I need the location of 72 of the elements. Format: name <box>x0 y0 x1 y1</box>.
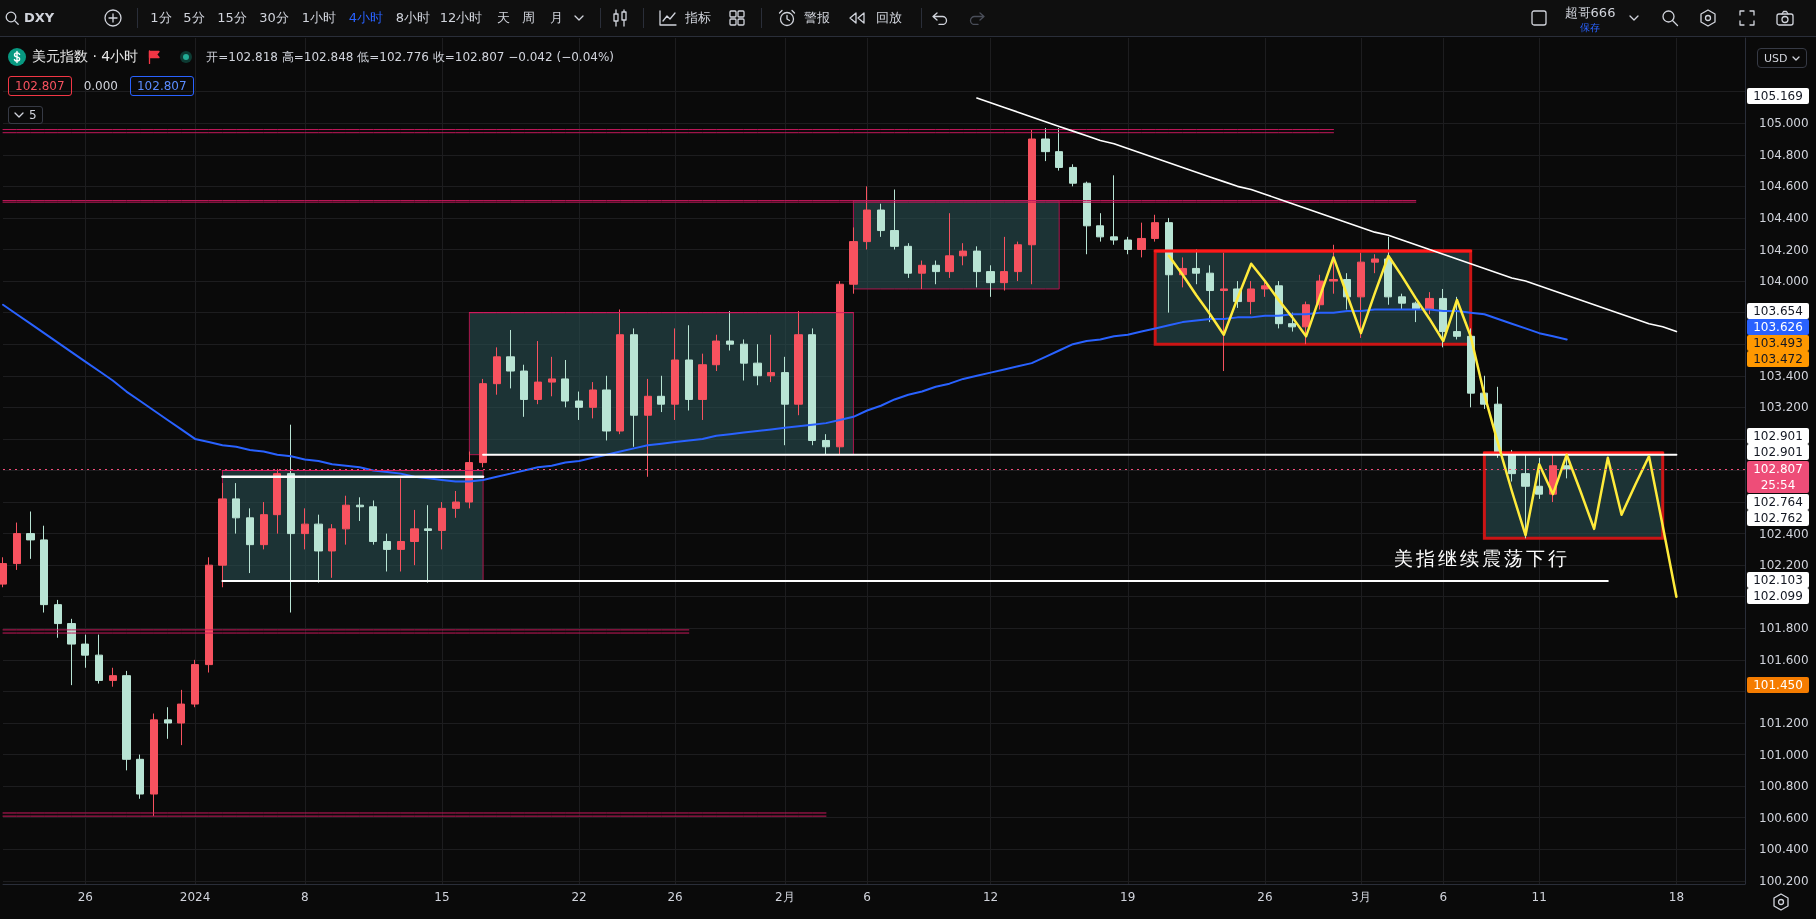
text: 102.099 <box>1747 588 1809 604</box>
x-tick-label: 12 <box>982 890 999 904</box>
x-tick-label: 3月 <box>1351 890 1371 904</box>
y-tick-label: 102.200 <box>1759 558 1809 573</box>
text: 4小时 <box>348 10 384 26</box>
x-tick-label: 18 <box>1668 890 1685 904</box>
y-tick-label: 104.800 <box>1759 147 1809 162</box>
annotation: 102.807 <box>129 76 194 96</box>
text: 12小时 <box>439 10 483 26</box>
x-tick-label: 22 <box>571 890 587 904</box>
y-tick-label: 100.200 <box>1759 873 1809 888</box>
x-tick-label: 26 <box>77 890 93 904</box>
text: 1小时 <box>301 10 337 26</box>
x-tick-label: 26 <box>667 890 683 904</box>
y-tick-label: 100.600 <box>1759 810 1809 825</box>
y-tick-label: 101.600 <box>1759 652 1809 667</box>
text: USD <box>1764 51 1788 65</box>
text: 102.764 <box>1747 494 1809 510</box>
y-tick-label: 101.800 <box>1759 621 1809 636</box>
text: 保存 <box>1580 22 1600 34</box>
annotation: 5 <box>29 108 37 122</box>
text: 美元指数 · 4小时 <box>32 48 139 66</box>
text: 102.901 <box>1747 444 1809 460</box>
text: 8小时 <box>395 10 431 26</box>
y-tick-label: 100.800 <box>1759 779 1809 794</box>
text: 开=102.818 高=102.848 低=102.776 收=102.807 −0.042 (−0.04%) <box>206 48 614 66</box>
text: 指标 <box>685 10 711 26</box>
text: 25:54 <box>1759 477 1797 494</box>
text: 103.472 <box>1747 351 1809 367</box>
text: 5分 <box>183 10 205 26</box>
text: 回放 <box>876 10 902 26</box>
text: 102.901 <box>1747 428 1809 444</box>
text: 30分 <box>259 10 289 26</box>
text: 15分 <box>217 10 247 26</box>
x-tick-label: 6 <box>1439 890 1448 904</box>
text: 105.169 <box>1747 88 1809 104</box>
x-tick-label: 11 <box>1531 890 1547 904</box>
y-tick-label: 102.400 <box>1759 526 1809 541</box>
text: 月 <box>549 10 563 26</box>
x-tick-label: 19 <box>1120 890 1136 904</box>
text: 警报 <box>804 10 830 26</box>
annotation: 0.000 <box>83 79 118 93</box>
y-tick-label: 105.000 <box>1759 116 1809 131</box>
x-tick-label: 26 <box>1257 890 1273 904</box>
text: 101.450 <box>1747 677 1809 693</box>
text: 超哥666 <box>1564 5 1616 21</box>
text: 103.493 <box>1747 335 1809 351</box>
text: DXY <box>24 10 55 26</box>
y-tick-label: 100.400 <box>1759 842 1809 857</box>
y-tick-label: 104.600 <box>1759 179 1809 194</box>
text: 103.626 <box>1747 319 1809 335</box>
y-tick-label: 101.000 <box>1759 747 1809 762</box>
x-tick-label: 15 <box>434 890 450 904</box>
y-tick-label: 101.200 <box>1759 716 1809 731</box>
y-tick-label: 103.200 <box>1759 400 1809 415</box>
x-tick-label: 2024 <box>179 890 211 904</box>
ref-line-label: 102.807 <box>1752 461 1804 478</box>
text: 周 <box>521 10 535 26</box>
x-tick-label: 6 <box>863 890 871 904</box>
y-tick-label: 104.400 <box>1759 210 1809 225</box>
text: 102.103 <box>1747 572 1809 588</box>
y-tick-label: 104.200 <box>1759 242 1809 257</box>
annotation: 美指继续震荡下行 <box>1394 546 1570 571</box>
text: 1分 <box>150 10 172 26</box>
x-tick-label: 8 <box>300 890 309 904</box>
annotation: 102.807 <box>8 76 72 96</box>
y-tick-label: 103.400 <box>1759 368 1809 383</box>
text: 天 <box>496 10 510 26</box>
text: 103.654 <box>1747 303 1809 319</box>
y-tick-label: 104.000 <box>1759 274 1809 289</box>
x-tick-label: 2月 <box>775 890 795 904</box>
text: 102.762 <box>1747 510 1809 526</box>
